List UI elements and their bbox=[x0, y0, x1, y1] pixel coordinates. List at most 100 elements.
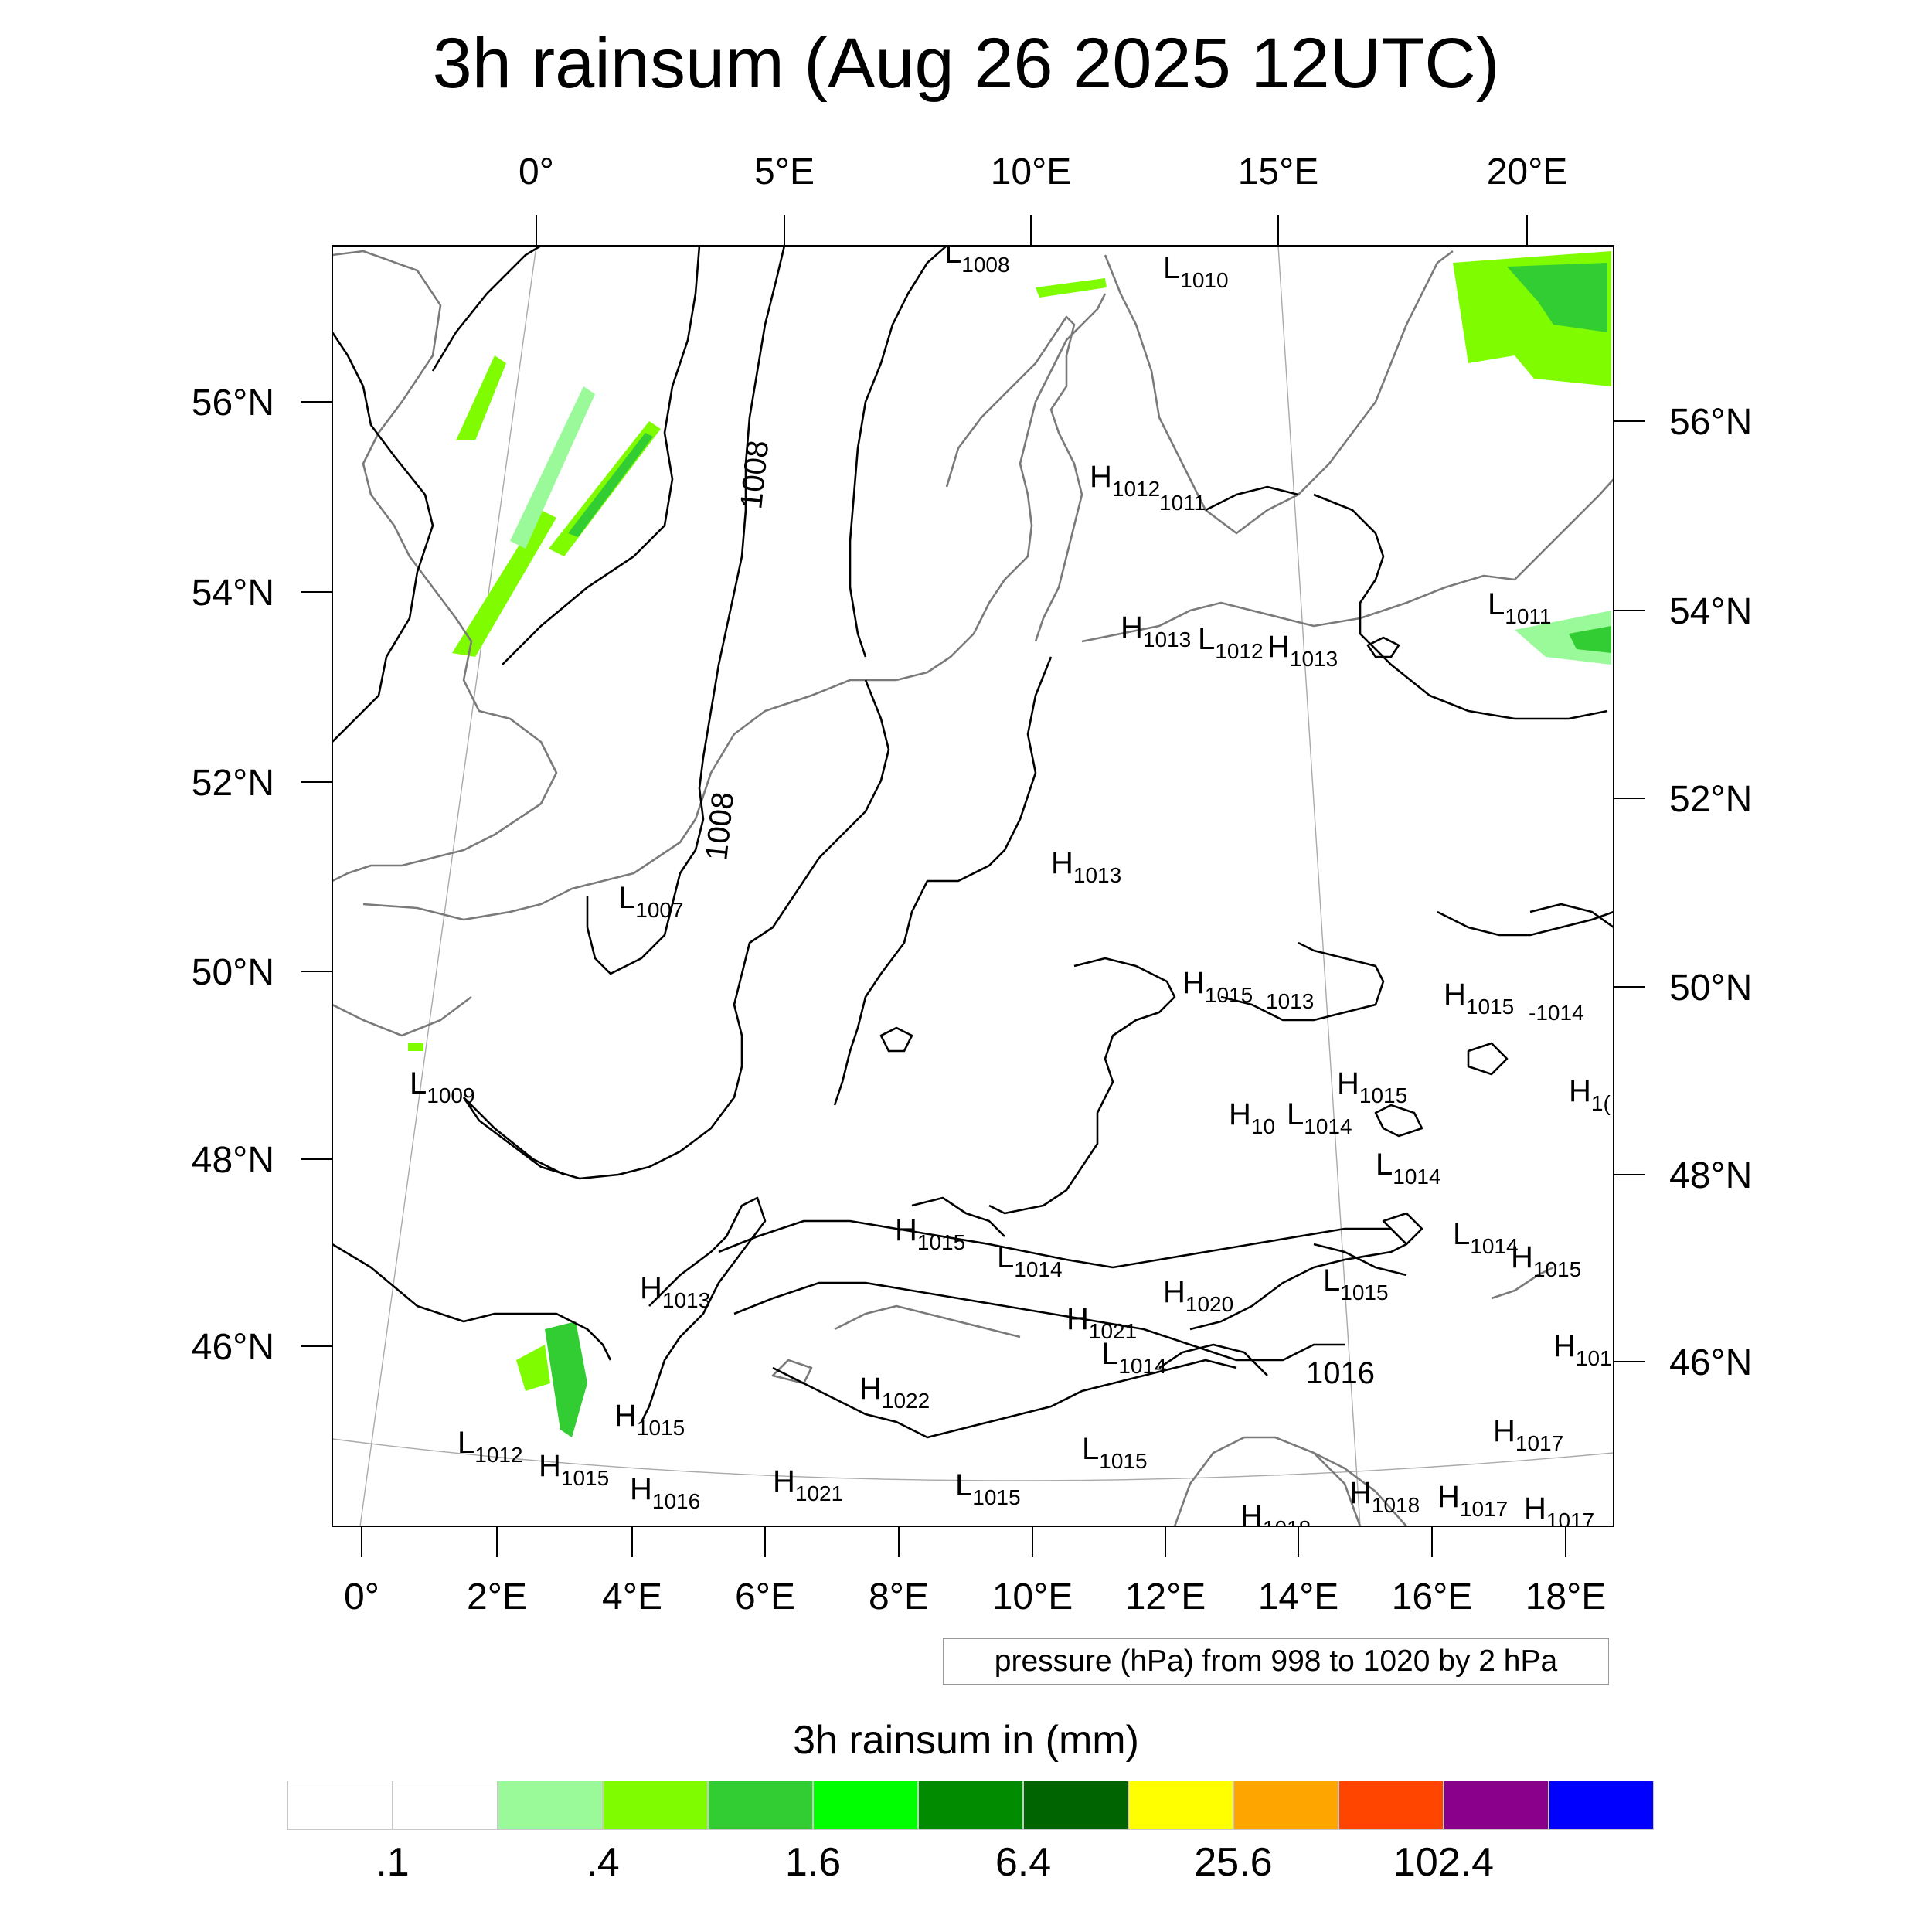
isobar-czech bbox=[988, 957, 1176, 1215]
pressure-center-label: L1010 bbox=[1163, 251, 1229, 292]
precipitation-shading bbox=[408, 251, 1611, 1437]
top-lon-label: 5°E bbox=[754, 151, 815, 192]
coast-baltic-south bbox=[1081, 574, 1515, 643]
pressure-center-label: L1007 bbox=[618, 881, 684, 922]
isobar-loop-2 bbox=[1382, 1212, 1423, 1246]
pressure-center-label: H1015 bbox=[1182, 966, 1253, 1007]
isobar-alps-3 bbox=[772, 1359, 1237, 1439]
coast-france-north bbox=[362, 679, 896, 921]
colorbar-title: 3h rainsum in (mm) bbox=[793, 1718, 1139, 1763]
top-lon-label: 10°E bbox=[991, 151, 1072, 192]
isobar-alps-2 bbox=[733, 1281, 1345, 1362]
pressure-center-label: H1015 bbox=[539, 1449, 609, 1490]
coast-britain-east bbox=[332, 250, 558, 883]
isobar-label: 1008 bbox=[699, 791, 740, 862]
coast-sweden bbox=[1104, 250, 1454, 535]
isobar-east-2 bbox=[1313, 1243, 1407, 1277]
pressure-center-label: H1015 bbox=[1337, 1066, 1407, 1107]
bottom-lon-label: 0° bbox=[344, 1577, 379, 1617]
rain-band-north-sea-2 bbox=[452, 510, 556, 657]
colorbar-labels: .1 .4 1.6 6.4 25.6 102.4 bbox=[0, 1839, 1932, 1901]
colorbar-swatch bbox=[918, 1781, 1023, 1830]
left-lat-label: 54°N bbox=[192, 573, 274, 614]
isobar-italy bbox=[1158, 1343, 1268, 1376]
isobars bbox=[332, 246, 1614, 1439]
isobar-france-south bbox=[332, 1243, 612, 1361]
right-lat-label: 52°N bbox=[1669, 779, 1752, 820]
isobar-loop-4 bbox=[879, 1026, 913, 1053]
rain-patch-lithuania-core bbox=[1569, 626, 1611, 653]
colorbar-swatch bbox=[813, 1781, 918, 1830]
isobar-loop-1 bbox=[1467, 1042, 1509, 1076]
isobar-north-sea-mid bbox=[431, 246, 542, 372]
isobar-label: 1016 bbox=[1306, 1356, 1375, 1390]
isobar-hungary bbox=[1437, 910, 1614, 937]
colorbar-swatch bbox=[603, 1781, 708, 1830]
rain-patch-lithuania bbox=[1515, 611, 1611, 665]
coast-italy bbox=[1173, 1436, 1362, 1526]
colorbar-swatch bbox=[1549, 1781, 1654, 1830]
pressure-center-label: L1012 bbox=[457, 1426, 523, 1467]
pressure-center-label: L1009 bbox=[410, 1066, 475, 1107]
isobar-alps-1 bbox=[718, 1219, 1408, 1331]
pressure-center-label: H1016 bbox=[630, 1472, 700, 1513]
left-lat-label: 52°N bbox=[192, 763, 274, 804]
bottom-lon-label: 4°E bbox=[602, 1577, 662, 1617]
colorbar-label: 102.4 bbox=[1393, 1840, 1495, 1885]
pressure-center-label: H1015 bbox=[895, 1213, 965, 1254]
rain-patch-skagerrak bbox=[1036, 278, 1107, 298]
left-lat-label: 56°N bbox=[192, 383, 274, 423]
isobar-baltic bbox=[1205, 485, 1299, 512]
pressure-center-label: L1014 bbox=[1453, 1217, 1519, 1258]
right-lat-label: 46°N bbox=[1669, 1342, 1752, 1383]
isobar-loop-5 bbox=[1366, 636, 1400, 658]
coast-hungary-balaton bbox=[1491, 1266, 1554, 1300]
pressure-center-label: H1018 bbox=[1240, 1499, 1311, 1540]
isobar-north-sea-east bbox=[502, 246, 701, 665]
isobar-labels: 1008 1008 1016 bbox=[699, 439, 1375, 1390]
colorbar-swatch bbox=[708, 1781, 813, 1830]
tick-marks bbox=[301, 215, 1645, 1557]
isobar-label: 1008 bbox=[734, 439, 775, 511]
coast-netherlands-germany bbox=[896, 293, 1107, 682]
pressure-center-label: L1011 bbox=[1488, 587, 1551, 628]
pressure-center-label: H1020 bbox=[1163, 1275, 1233, 1316]
pressure-center-label: L1015 bbox=[955, 1468, 1021, 1509]
colorbar-label: 6.4 bbox=[995, 1840, 1052, 1885]
pressure-center-label: H1022 bbox=[859, 1372, 930, 1413]
right-lat-label: 50°N bbox=[1669, 968, 1752, 1009]
coastlines bbox=[332, 250, 1614, 1526]
pressure-center-label: H1015 bbox=[1511, 1240, 1581, 1281]
coast-alps-lakes bbox=[834, 1304, 1021, 1338]
rain-band-north-sea-core bbox=[568, 433, 653, 537]
right-lat-label: 48°N bbox=[1669, 1155, 1752, 1196]
pressure-center-label: L1015 bbox=[1082, 1432, 1148, 1473]
pressure-center-label: H1( bbox=[1569, 1074, 1611, 1115]
bottom-lon-label: 6°E bbox=[735, 1577, 795, 1617]
bottom-lon-label: 2°E bbox=[467, 1577, 527, 1617]
pressure-center-label: 1013 bbox=[1266, 989, 1314, 1013]
pressure-center-label: L1014 bbox=[997, 1240, 1063, 1281]
left-lat-label: 46°N bbox=[192, 1327, 274, 1368]
map-title: 3h rainsum (Aug 26 2025 12UTC) bbox=[432, 24, 1500, 103]
colorbar-swatch bbox=[498, 1781, 603, 1830]
map-frame bbox=[332, 245, 1614, 1527]
pressure-info-box: pressure (hPa) from 998 to 1020 by 2 hPa bbox=[943, 1638, 1609, 1685]
rain-band-north-sea-1 bbox=[456, 355, 506, 440]
top-lon-label: 20°E bbox=[1487, 151, 1568, 192]
right-lat-label: 54°N bbox=[1669, 591, 1752, 632]
top-lon-label: 0° bbox=[519, 151, 554, 192]
isobar-austria bbox=[1220, 941, 1385, 1022]
rain-patch-channel bbox=[408, 1043, 423, 1051]
colorbar-swatch bbox=[1338, 1781, 1444, 1830]
colorbar-label: 25.6 bbox=[1194, 1840, 1273, 1885]
bottom-lon-label: 12°E bbox=[1125, 1577, 1206, 1617]
isobar-germany bbox=[462, 679, 890, 1180]
pressure-center-label: L1014 bbox=[1101, 1337, 1167, 1378]
pressure-center-label: H1013 bbox=[640, 1271, 710, 1312]
pressure-center-label: H1015 bbox=[1444, 978, 1514, 1019]
right-lat-label: 56°N bbox=[1669, 402, 1752, 443]
coast-adriatic bbox=[1313, 1451, 1407, 1526]
pressure-center-label: H1012 bbox=[1090, 460, 1160, 501]
isobar-swiss bbox=[911, 1196, 1005, 1237]
